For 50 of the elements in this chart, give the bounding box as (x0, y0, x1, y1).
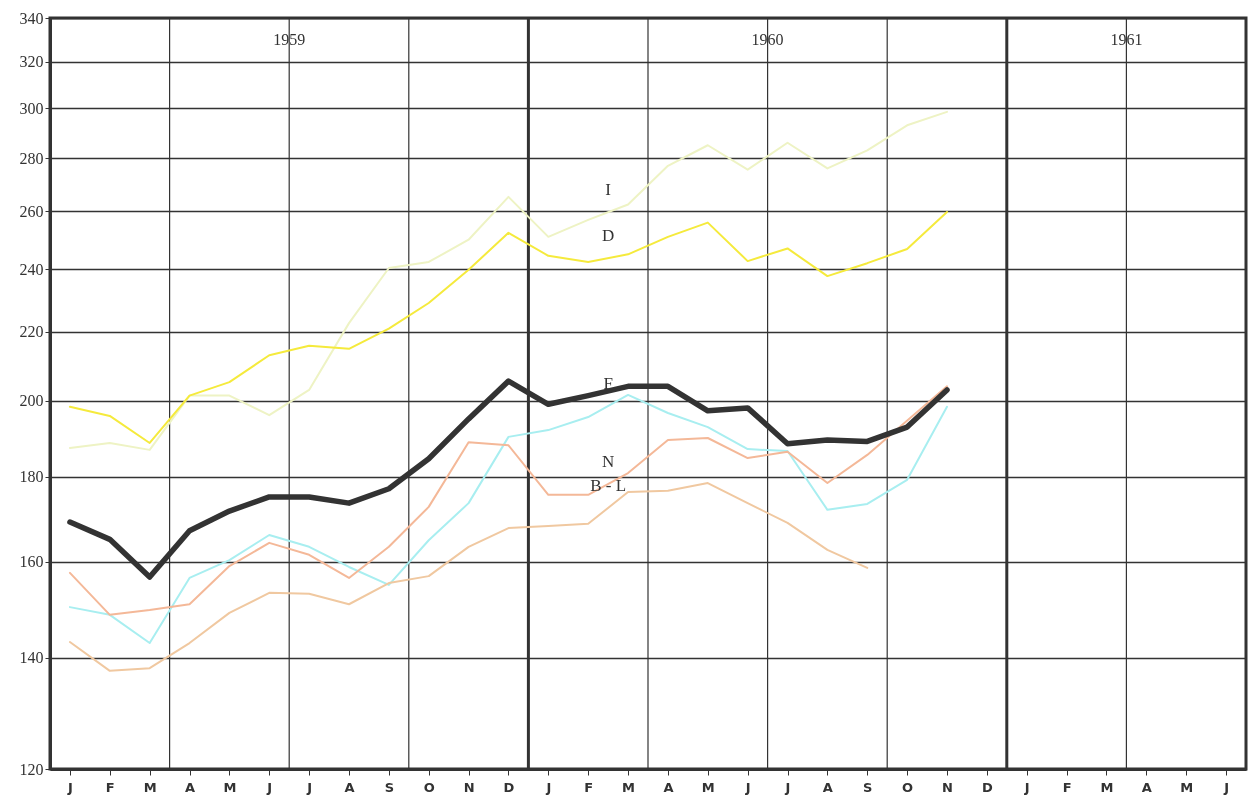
line-series (68, 211, 948, 444)
line-series (68, 110, 948, 451)
y-tick-label: 260 (19, 202, 44, 220)
x-tick-label: J (1223, 779, 1229, 795)
x-tick-label: M (622, 779, 636, 795)
x-tick-label: M (701, 779, 715, 795)
x-tick-label: M (1180, 779, 1194, 795)
x-tick-label: A (1141, 779, 1152, 795)
series-label: N (601, 451, 615, 471)
y-tick-label: 200 (19, 392, 44, 410)
y-tick-label: 220 (19, 323, 44, 341)
x-tick-label: S (863, 779, 873, 795)
x-tick-label: F (105, 779, 115, 795)
x-tick-label: M (1100, 779, 1114, 795)
y-tick-label: 240 (19, 260, 44, 278)
x-tick-label: A (185, 779, 196, 795)
line-series (68, 482, 869, 672)
series-label: F (603, 373, 613, 393)
x-tick-label: A (344, 779, 355, 795)
y-tick-label: 320 (19, 53, 44, 71)
x-tick-label: O (423, 779, 435, 795)
series-label: D (601, 226, 615, 246)
y-tick-label: 160 (19, 553, 44, 571)
x-tick-label: N (942, 779, 953, 795)
x-tick-label: J (67, 779, 73, 795)
y-tick-label: 120 (19, 760, 44, 778)
x-tick-label: A (663, 779, 674, 795)
x-tick-label: F (1062, 779, 1072, 795)
x-tick-label: D (503, 779, 515, 795)
y-tick-label: 180 (19, 468, 44, 486)
x-tick-label: A (822, 779, 833, 795)
x-tick-label: O (902, 779, 914, 795)
y-tick-label: 340 (19, 9, 44, 27)
x-tick-label: M (143, 779, 157, 795)
x-tick-label: J (306, 779, 313, 795)
x-tick-label: S (384, 779, 395, 795)
x-tick-label: J (784, 779, 791, 795)
y-tick-label: 300 (19, 99, 44, 117)
y-tick-label: 280 (19, 149, 44, 167)
x-tick-label: M (223, 779, 237, 795)
x-tick-label: J (744, 779, 751, 795)
x-tick-label: J (1023, 779, 1030, 795)
x-tick-label: D (981, 779, 993, 795)
y-tick-label: 140 (19, 649, 44, 667)
series-label: B - L (590, 475, 627, 495)
x-tick-label: F (584, 779, 594, 795)
x-tick-label: J (545, 779, 552, 795)
series-label: I (605, 180, 612, 200)
x-tick-label: N (463, 779, 475, 795)
x-tick-label: J (266, 779, 273, 795)
